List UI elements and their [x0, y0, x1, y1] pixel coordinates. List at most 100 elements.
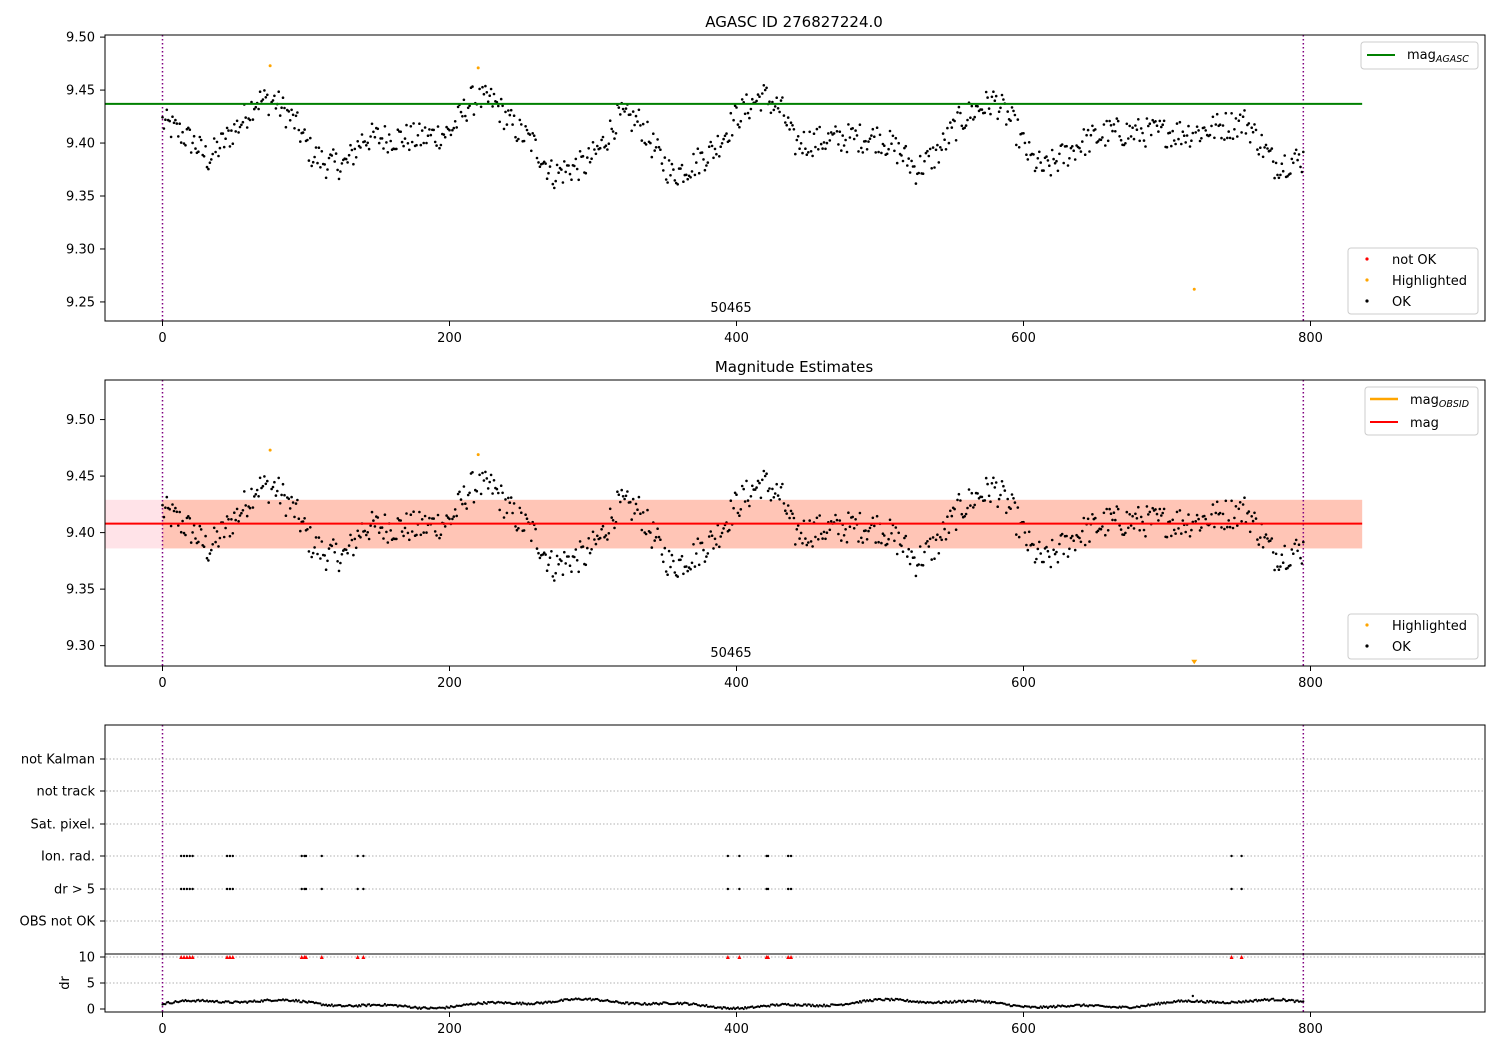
flag-point — [185, 887, 189, 891]
ok-point — [1046, 549, 1050, 553]
ok-point — [478, 473, 481, 477]
ok-point — [1234, 505, 1238, 508]
ok-point — [639, 124, 642, 127]
ok-point — [1112, 123, 1116, 126]
dr-point — [626, 1001, 629, 1004]
ok-point — [161, 503, 164, 507]
ok-point — [1208, 133, 1212, 137]
ok-point — [873, 524, 876, 528]
ok-point — [240, 511, 243, 515]
legend2-label-highlighted: Highlighted — [1392, 619, 1467, 634]
ok-point — [171, 503, 174, 506]
ok-point — [1048, 164, 1051, 167]
ok-point — [217, 545, 220, 548]
ok-point — [880, 541, 883, 545]
ok-point — [570, 570, 573, 573]
ok-point — [1025, 543, 1028, 547]
ok-point — [555, 163, 559, 167]
ok-point — [1137, 505, 1140, 509]
ok-point — [508, 113, 512, 117]
ok-point — [336, 168, 339, 172]
ok-point — [334, 542, 338, 546]
ok-point — [525, 128, 529, 132]
ok-point — [535, 156, 539, 160]
ok-point — [1294, 148, 1298, 152]
ok-point — [537, 161, 540, 164]
ok-point — [732, 506, 735, 510]
ok-point — [779, 99, 783, 102]
ok-point — [1114, 130, 1117, 133]
flag-point — [786, 854, 790, 858]
panel-estimates-lines-legend: magOBSID mag — [1364, 386, 1479, 436]
ok-point — [640, 139, 644, 142]
ok-point — [188, 128, 192, 131]
dr-point — [1254, 998, 1258, 1001]
ok-point — [1055, 159, 1058, 163]
ok-point — [178, 122, 181, 125]
ok-point — [885, 542, 889, 546]
mag-obsid-legend-label: mag — [1410, 393, 1439, 408]
ok-point — [835, 130, 839, 133]
ok-point — [878, 133, 882, 137]
ok-point — [623, 497, 626, 501]
ok-point — [472, 113, 476, 116]
ok-point — [596, 534, 599, 538]
ok-point — [538, 556, 542, 560]
dr-point — [1229, 1002, 1232, 1005]
ok-point — [923, 550, 926, 554]
ok-point — [382, 147, 385, 150]
ok-point — [327, 547, 331, 550]
flag-point — [726, 887, 730, 891]
dr-point — [822, 1003, 826, 1006]
ok-point — [918, 154, 922, 158]
ok-point — [313, 155, 316, 159]
ok-point — [376, 127, 380, 131]
ok-point — [944, 148, 948, 151]
ok-point — [871, 516, 875, 520]
ok-point — [858, 123, 862, 126]
dr-point — [1200, 999, 1203, 1002]
ok-point — [359, 146, 362, 149]
flag-row-label: not Kalman — [21, 753, 95, 768]
ok-point — [629, 500, 632, 504]
ok-point — [906, 555, 909, 558]
y-tick-label: 9.45 — [66, 84, 95, 99]
ok-point — [1200, 526, 1203, 529]
ok-point — [964, 512, 968, 516]
ok-point — [736, 511, 740, 515]
ok-point — [715, 543, 718, 546]
ok-point — [204, 145, 207, 148]
ok-point — [385, 141, 388, 144]
ok-point — [224, 526, 227, 530]
ok-point — [491, 492, 494, 495]
ok-point — [380, 137, 384, 140]
ok-point — [211, 152, 214, 156]
ok-point — [1184, 530, 1187, 534]
ok-point — [1264, 533, 1268, 536]
ok-point — [1088, 150, 1091, 153]
ok-point — [807, 151, 810, 154]
ok-point — [1230, 112, 1233, 115]
dr-clipped-marker — [766, 955, 771, 959]
ok-point — [649, 141, 652, 145]
ok-point — [908, 562, 912, 566]
ok-point — [766, 489, 770, 493]
dr-point — [864, 1000, 867, 1003]
legend-marker-ok — [1365, 299, 1369, 303]
ok-point — [1160, 514, 1163, 517]
ok-point — [1269, 149, 1272, 152]
ok-point — [1081, 529, 1084, 533]
ok-point — [895, 552, 899, 556]
mag-agasc-legend-sub: AGASC — [1435, 54, 1469, 65]
ok-point — [1125, 122, 1129, 126]
ok-point — [1195, 513, 1199, 517]
ok-point — [297, 128, 301, 132]
ok-point — [664, 570, 668, 573]
ok-point — [781, 96, 784, 99]
ok-point — [352, 162, 355, 166]
dr-point — [1045, 1005, 1048, 1008]
ok-point — [277, 90, 281, 93]
flag-point — [231, 854, 235, 858]
ok-point — [613, 526, 616, 530]
ok-point — [257, 107, 260, 111]
